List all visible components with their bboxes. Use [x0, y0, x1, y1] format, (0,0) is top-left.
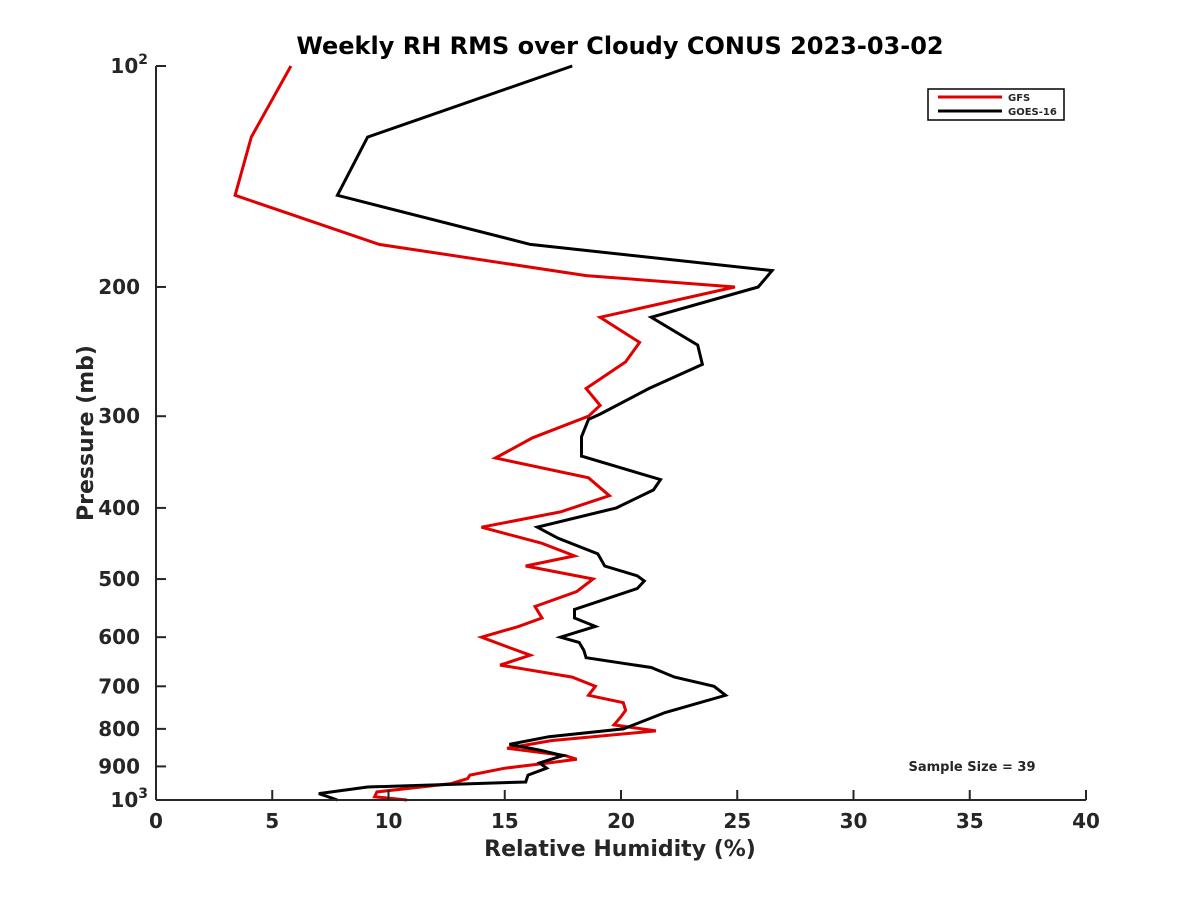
y-tick-label: 300: [98, 404, 140, 428]
x-tick-label: 0: [149, 809, 163, 833]
y-tick-label: 102: [110, 52, 148, 78]
x-tick-label: 10: [375, 809, 403, 833]
y-tick-label: 800: [98, 717, 140, 741]
y-tick-label: 500: [98, 567, 140, 591]
y-tick-label: 700: [98, 674, 140, 698]
y-tick-exponent: 2: [138, 52, 148, 68]
sample-size-annotation: Sample Size = 39: [908, 760, 1035, 775]
y-tick-label: 600: [98, 625, 140, 649]
y-tick-base: 10: [110, 788, 138, 812]
y-tick-label: 103: [110, 786, 148, 812]
series-line-gfs: [233, 65, 736, 802]
y-tick-label: 400: [98, 496, 140, 520]
legend-label-goes16: GOES-16: [1008, 107, 1057, 118]
x-tick-label: 20: [607, 809, 635, 833]
chart-title: Weekly RH RMS over Cloudy CONUS 2023-03-…: [296, 32, 943, 60]
y-tick-label: 900: [98, 754, 140, 778]
legend-label-gfs: GFS: [1008, 93, 1030, 104]
x-tick-label: 30: [840, 809, 868, 833]
y-tick-exponent: 3: [138, 786, 148, 802]
legend: GFS GOES-16: [927, 88, 1065, 121]
y-tick-base: 10: [110, 54, 138, 78]
y-tick-label: 200: [98, 275, 140, 299]
series-layer: [233, 64, 776, 802]
y-axis-label: Pressure (mb): [74, 345, 99, 521]
legend-box: [927, 88, 1065, 121]
x-axis-ticks: 0 5 10 15 20 25 30 35 40: [149, 790, 1100, 833]
x-tick-label: 25: [723, 809, 751, 833]
x-axis-label: Relative Humidity (%): [484, 837, 756, 862]
x-tick-label: 15: [491, 809, 519, 833]
x-tick-label: 5: [265, 809, 279, 833]
series-line-goes16: [318, 64, 776, 802]
x-tick-label: 35: [956, 809, 984, 833]
x-tick-label: 40: [1072, 809, 1100, 833]
